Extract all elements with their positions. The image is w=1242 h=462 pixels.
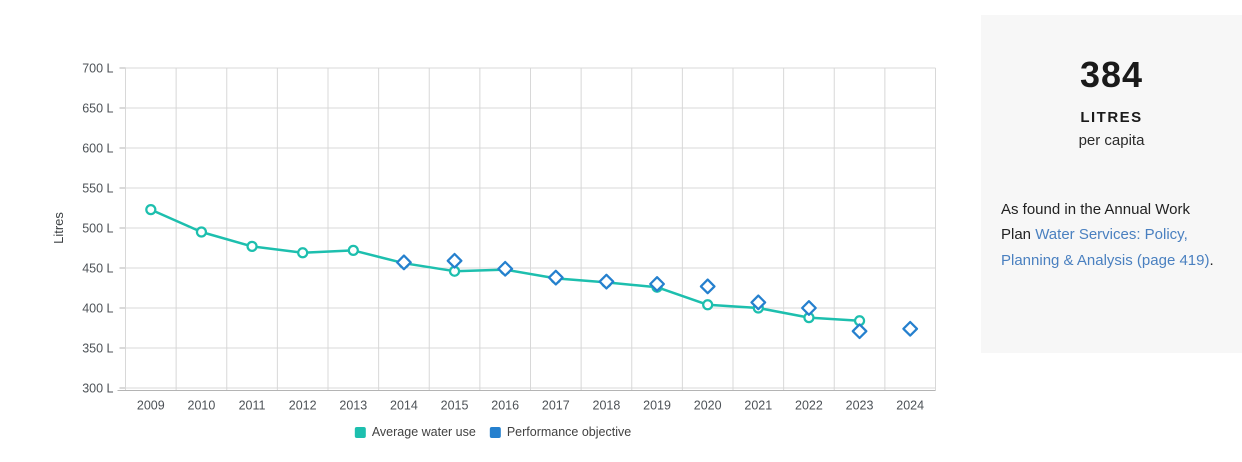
svg-text:550 L: 550 L bbox=[82, 182, 113, 196]
performance-objective-swatch-icon bbox=[489, 426, 501, 438]
svg-text:2023: 2023 bbox=[846, 399, 874, 413]
headline-block: 384 LITRES per capita bbox=[1001, 55, 1222, 149]
legend-label-performance-objective: Performance objective bbox=[506, 425, 632, 439]
svg-text:2021: 2021 bbox=[744, 399, 772, 413]
legend-label-average-water-use: Average water use bbox=[371, 425, 476, 439]
svg-text:2010: 2010 bbox=[188, 399, 216, 413]
svg-text:Litres: Litres bbox=[51, 212, 66, 244]
svg-text:700 L: 700 L bbox=[82, 62, 113, 76]
svg-text:2013: 2013 bbox=[339, 399, 367, 413]
svg-text:2022: 2022 bbox=[795, 399, 823, 413]
svg-text:600 L: 600 L bbox=[82, 142, 113, 156]
svg-text:2012: 2012 bbox=[289, 399, 317, 413]
svg-text:2016: 2016 bbox=[491, 399, 519, 413]
headline-subtitle: per capita bbox=[1078, 131, 1145, 149]
summary-panel: 384 LITRES per capita As found in the An… bbox=[981, 15, 1242, 353]
svg-text:2018: 2018 bbox=[593, 399, 621, 413]
headline-value: 384 bbox=[1079, 54, 1144, 95]
svg-text:450 L: 450 L bbox=[82, 262, 113, 276]
chart-legend: Average water use Performance objective bbox=[354, 425, 632, 439]
legend-item-average-water-use[interactable]: Average water use bbox=[354, 425, 476, 439]
svg-text:350 L: 350 L bbox=[82, 342, 113, 356]
svg-text:2014: 2014 bbox=[390, 399, 418, 413]
svg-text:2019: 2019 bbox=[643, 399, 671, 413]
legend-item-performance-objective[interactable]: Performance objective bbox=[489, 425, 632, 439]
source-note: As found in the Annual Work Plan Water S… bbox=[1001, 197, 1222, 274]
svg-text:2015: 2015 bbox=[441, 399, 469, 413]
svg-text:2009: 2009 bbox=[137, 399, 165, 413]
svg-text:2017: 2017 bbox=[542, 399, 570, 413]
source-note-suffix: . bbox=[1209, 251, 1214, 269]
chart-canvas: 700 L 650 L 600 L 550 L 500 L 450 L 400 L 350 L… bbox=[51, 62, 936, 413]
annual-work-plan-link[interactable]: Water Services: Policy, Planning & Analy… bbox=[1001, 226, 1210, 269]
headline-unit: LITRES bbox=[1080, 108, 1143, 126]
svg-text:2011: 2011 bbox=[239, 399, 266, 413]
average-water-use-swatch-icon bbox=[354, 426, 366, 438]
svg-text:650 L: 650 L bbox=[82, 102, 113, 116]
svg-text:500 L: 500 L bbox=[82, 222, 113, 236]
svg-text:300 L: 300 L bbox=[82, 382, 113, 396]
source-note-prefix: As found in the Annual Work Plan bbox=[1001, 200, 1191, 244]
water-use-chart: 700 L 650 L 600 L 550 L 500 L 450 L 400 L 350 L… bbox=[51, 62, 936, 439]
svg-text:400 L: 400 L bbox=[82, 302, 113, 316]
svg-text:2020: 2020 bbox=[694, 399, 722, 413]
svg-text:2024: 2024 bbox=[896, 399, 924, 413]
